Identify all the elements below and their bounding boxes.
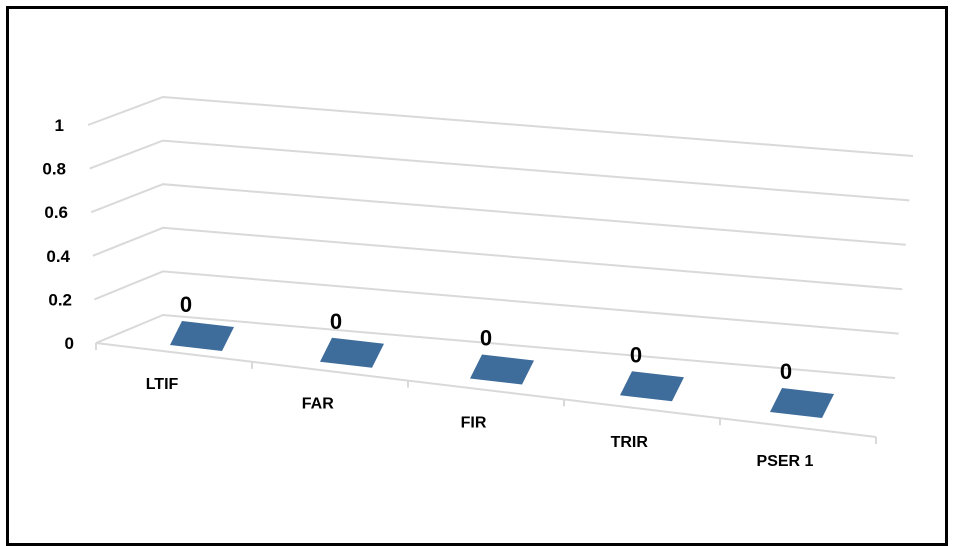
chart-area: 0 0.2 0.4 0.6 0.8 1 0 LTIF 0 FAR 0 FIR 0 TRIR 0 PSER 1 [42, 95, 914, 470]
bar [320, 337, 384, 368]
bar [470, 354, 534, 385]
data-label: 0 [330, 309, 342, 334]
data-label: 0 [630, 342, 642, 367]
bar [170, 321, 234, 351]
data-label: 0 [780, 359, 792, 384]
gridline [89, 139, 910, 202]
category-label: TRIR [611, 434, 649, 451]
bar [770, 388, 834, 418]
y-tick-label: 1 [55, 116, 64, 135]
category-label: LTIF [146, 376, 179, 393]
data-label: 0 [480, 326, 492, 351]
y-tick-label: 0.8 [42, 160, 66, 179]
data-label: 0 [180, 292, 192, 317]
y-tick-label: 0.4 [46, 247, 70, 266]
y-tick-label: 0.6 [44, 203, 68, 222]
bar [620, 371, 684, 402]
gridline [90, 183, 906, 246]
gridline [87, 95, 914, 157]
y-tick-label: 0.2 [48, 290, 72, 309]
category-label: PSER 1 [757, 453, 814, 470]
category-label: FIR [461, 415, 487, 432]
gridline [94, 270, 899, 335]
y-tick-label: 0 [65, 334, 74, 353]
gridline [95, 313, 896, 379]
category-label: FAR [302, 395, 334, 412]
gridline [92, 226, 903, 291]
x-axis-line [95, 342, 877, 438]
